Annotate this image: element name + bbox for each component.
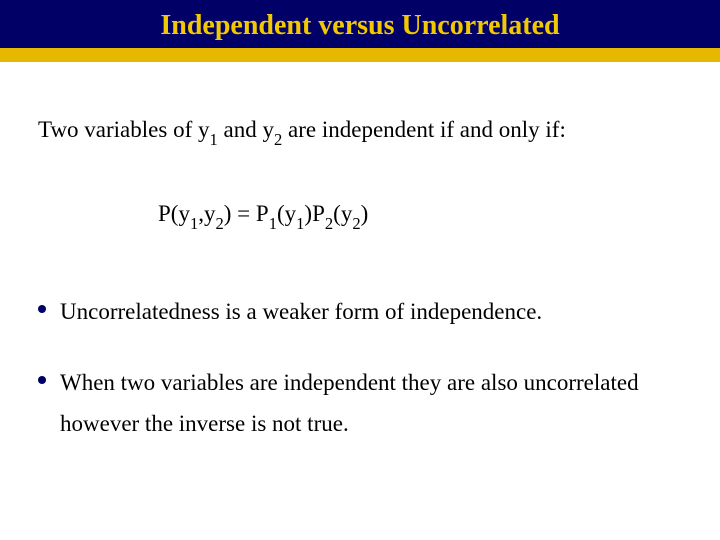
- intro-seg: and y: [218, 117, 274, 142]
- slide-title: Independent versus Uncorrelated: [0, 10, 720, 42]
- eq-sub: 2: [215, 214, 223, 233]
- bullet-text: Uncorrelatedness is a weaker form of ind…: [60, 299, 542, 324]
- eq-sub: 2: [325, 214, 333, 233]
- intro-sub1: 1: [209, 130, 217, 149]
- eq-seg: ) = P: [224, 201, 269, 226]
- eq-seg: ): [361, 201, 369, 226]
- bullet-text: When two variables are independent they …: [60, 370, 639, 436]
- bullet-item: When two variables are independent they …: [38, 362, 682, 445]
- eq-sub: 1: [269, 214, 277, 233]
- intro-seg: Two variables of y: [38, 117, 209, 142]
- content-area: Two variables of y1 and y2 are independe…: [0, 62, 720, 445]
- eq-sub: 2: [352, 214, 360, 233]
- eq-seg: ,y: [198, 201, 215, 226]
- eq-seg: )P: [304, 201, 324, 226]
- header-band: Independent versus Uncorrelated: [0, 0, 720, 48]
- bullet-list: Uncorrelatedness is a weaker form of ind…: [38, 291, 682, 445]
- eq-seg: (y: [277, 201, 296, 226]
- eq-sub: 1: [190, 214, 198, 233]
- eq-seg: P(y: [158, 201, 190, 226]
- bullet-item: Uncorrelatedness is a weaker form of ind…: [38, 291, 682, 332]
- equation: P(y1,y2) = P1(y1)P2(y2): [158, 196, 682, 234]
- eq-seg: (y: [333, 201, 352, 226]
- eq-sub: 1: [296, 214, 304, 233]
- intro-text: Two variables of y1 and y2 are independe…: [38, 112, 682, 150]
- intro-seg: are independent if and only if:: [282, 117, 566, 142]
- gold-stripe: [0, 48, 720, 62]
- intro-sub2: 2: [274, 130, 282, 149]
